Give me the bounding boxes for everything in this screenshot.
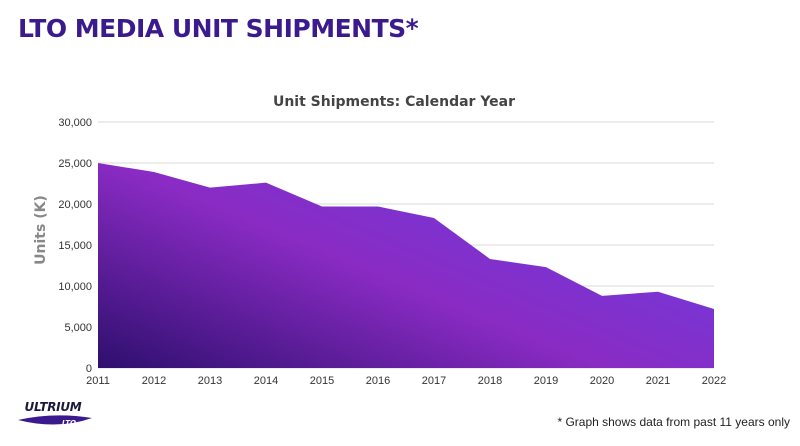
data-point [154, 172, 155, 173]
ultrium-logo: ULTRIUM LTO [14, 400, 96, 430]
x-tick-label: 2019 [534, 375, 558, 387]
logo-swoosh-icon: LTO [18, 415, 92, 427]
data-point [378, 206, 379, 207]
y-tick-label: 25,000 [58, 158, 92, 170]
data-point [602, 295, 603, 296]
x-tick-label: 2020 [590, 375, 614, 387]
y-tick-label: 20,000 [58, 199, 92, 211]
y-tick-label: 5,000 [64, 322, 92, 334]
data-point [490, 258, 491, 259]
x-tick-label: 2022 [702, 375, 726, 387]
data-point [434, 217, 435, 218]
logo-subtext: LTO [62, 419, 76, 427]
data-point [210, 187, 211, 188]
x-tick-label: 2013 [198, 375, 222, 387]
x-tick-label: 2012 [142, 375, 166, 387]
x-tick-label: 2017 [422, 375, 446, 387]
data-point [266, 182, 267, 183]
y-tick-label: 15,000 [58, 240, 92, 252]
data-point [714, 308, 715, 309]
y-tick-label: 0 [86, 363, 92, 375]
x-tick-label: 2015 [310, 375, 334, 387]
data-point [546, 267, 547, 268]
x-tick-label: 2021 [646, 375, 670, 387]
y-tick-label: 10,000 [58, 281, 92, 293]
data-point [658, 291, 659, 292]
y-axis-label: Units (K) [33, 195, 49, 265]
x-tick-label: 2016 [366, 375, 390, 387]
data-point [322, 206, 323, 207]
chart-title: Unit Shipments: Calendar Year [273, 94, 515, 110]
logo-text: ULTRIUM [24, 400, 82, 414]
x-tick-label: 2014 [254, 375, 278, 387]
y-tick-label: 30,000 [58, 117, 92, 129]
series-area [98, 163, 714, 368]
page-title: LTO MEDIA UNIT SHIPMENTS* [18, 14, 419, 43]
x-tick-label: 2018 [478, 375, 502, 387]
footnote: * Graph shows data from past 11 years on… [557, 415, 790, 429]
data-point [98, 163, 99, 164]
x-tick-label: 2011 [86, 375, 110, 387]
